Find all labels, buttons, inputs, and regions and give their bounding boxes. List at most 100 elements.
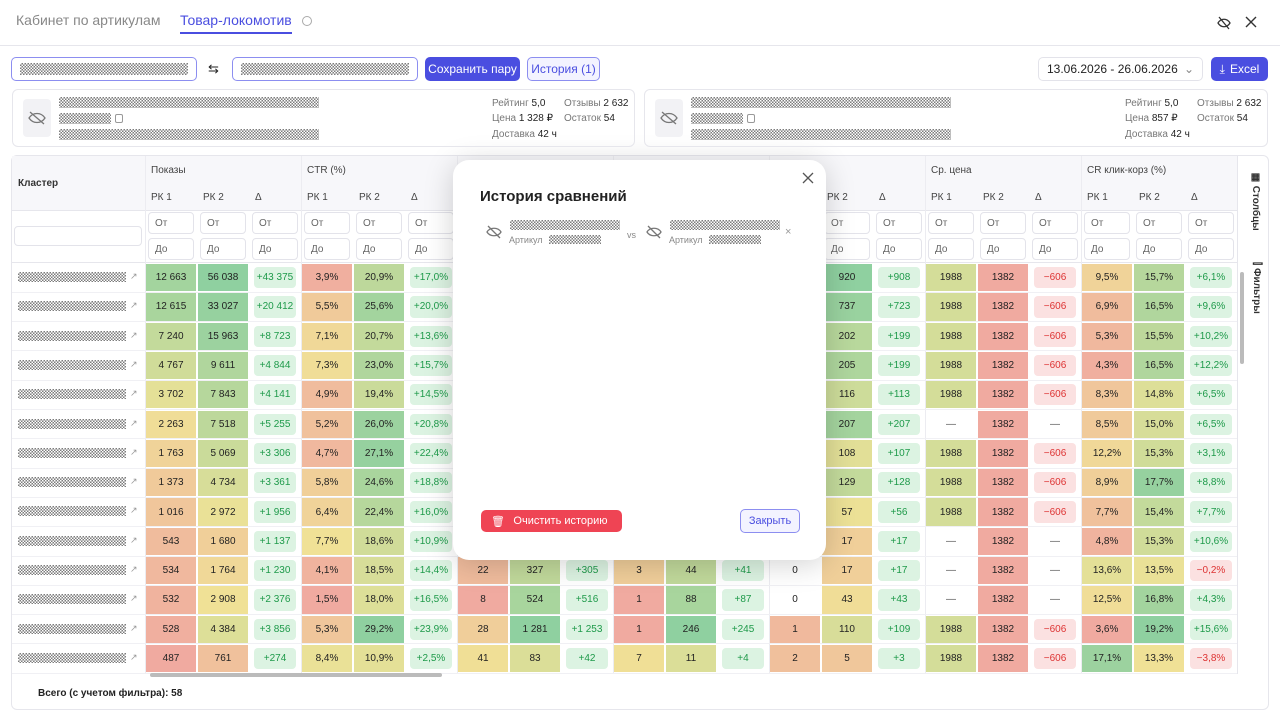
cell: —	[1050, 565, 1060, 577]
heat-cell: 1382	[978, 293, 1028, 321]
history-item[interactable]: Артикул vs Артикул ×	[485, 218, 795, 248]
heat-cell: 2 972	[198, 498, 248, 526]
heat-cell: 1382	[978, 410, 1028, 438]
delta-pill: −606	[1034, 384, 1076, 406]
heat-cell: 4,8%	[1082, 527, 1132, 555]
heat-cell: 41	[458, 644, 508, 673]
side-tab[interactable]: ▦ Столбцы	[1250, 172, 1261, 231]
group-header: Показы	[151, 165, 186, 176]
stat-label: Остаток	[1197, 113, 1234, 124]
heat-cell: 29,2%	[354, 615, 404, 643]
hide-icon[interactable]	[1216, 15, 1232, 31]
subheader: РК 1	[931, 192, 952, 203]
delta-pill: +6,1%	[1190, 267, 1232, 289]
trash-icon: 🗑	[491, 515, 505, 528]
delta-pill: +4	[722, 647, 764, 670]
heat-cell: 5,3%	[1082, 322, 1132, 350]
heat-cell: 17,7%	[1134, 469, 1184, 497]
delta-pill: +18,8%	[410, 472, 452, 494]
remove-icon[interactable]: ×	[785, 226, 792, 238]
cluster-name	[18, 565, 126, 575]
group-divider	[145, 156, 146, 674]
cluster-header: Кластер	[18, 178, 59, 189]
stat: Рейтинг 5,0	[1125, 98, 1178, 109]
close-icon[interactable]	[1245, 16, 1257, 28]
filter-from: От	[980, 212, 1026, 234]
delta-pill: +1 956	[254, 501, 296, 523]
close-button[interactable]: Закрыть	[740, 509, 800, 533]
delta-pill: +113	[878, 384, 920, 406]
heat-cell: 1382	[978, 498, 1028, 526]
heat-cell: 110	[822, 615, 872, 643]
delta-pill: +5 255	[254, 413, 296, 435]
group-divider	[301, 156, 302, 674]
heat-cell: 205	[822, 351, 872, 380]
stat-label: Отзывы	[1197, 98, 1234, 109]
cluster-name	[18, 447, 126, 458]
save-button[interactable]: Сохранить пару	[425, 57, 520, 81]
heat-cell: 1988	[926, 498, 976, 526]
delta-pill: +17	[878, 560, 920, 582]
cluster-name	[18, 506, 126, 517]
filter-from: От	[928, 212, 974, 234]
heat-cell: 1382	[978, 439, 1028, 468]
heat-cell: 202	[822, 322, 872, 350]
filter-from: От	[200, 212, 246, 234]
heat-cell: 12,5%	[1082, 586, 1132, 614]
delta-pill: −606	[1034, 472, 1076, 494]
article-input[interactable]	[232, 57, 418, 81]
delta-pill: +274	[254, 647, 296, 670]
stat-value: 42 ч	[537, 129, 557, 140]
delta-pill: +43 375	[254, 267, 296, 289]
delta-pill: +87	[722, 589, 764, 611]
subheader: Δ	[1191, 192, 1198, 203]
delta-pill: +1 230	[254, 560, 296, 582]
heat-cell: 3	[614, 557, 664, 585]
heat-cell: 737	[822, 293, 872, 321]
cluster-name	[18, 389, 126, 400]
heat-cell: 543	[146, 527, 196, 555]
heat-cell: 3 702	[146, 381, 196, 409]
heat-cell: 8	[458, 586, 508, 614]
tab[interactable]: Кабинет по артикулам	[16, 12, 161, 28]
open-icon: ↗	[130, 593, 138, 604]
heat-cell: 27,1%	[354, 439, 404, 468]
modal-close-icon[interactable]	[802, 172, 814, 184]
redacted	[59, 97, 319, 108]
delta-pill: −606	[1034, 618, 1076, 640]
heat-cell: 20,9%	[354, 264, 404, 292]
heat-cell: 15,0%	[1134, 410, 1184, 438]
eye-off-icon	[28, 111, 46, 125]
delta-pill: +10,6%	[1190, 530, 1232, 552]
cell: —	[1050, 535, 1060, 547]
delta-pill: +908	[878, 267, 920, 289]
row-line	[12, 643, 1237, 645]
heat-cell: 17	[822, 557, 872, 585]
heat-cell: 5	[822, 644, 872, 673]
heat-cell: 6,4%	[302, 498, 352, 526]
cell: —	[946, 418, 956, 430]
cluster-name	[18, 418, 126, 429]
product-card: Рейтинг 5,0 Отзывы 2 632 Цена 1 328 ₽ Остат…	[12, 89, 635, 147]
date-select[interactable]: 13.06.2026 - 26.06.2026 ⌄	[1038, 57, 1203, 81]
heat-cell: 7,3%	[302, 351, 352, 380]
delta-pill: −606	[1034, 501, 1076, 523]
subheader: Δ	[1035, 192, 1042, 203]
side-tab[interactable]: ⫿ Фильтры	[1251, 262, 1262, 314]
delta-pill: +207	[878, 413, 920, 435]
swap-icon[interactable]: ⇆	[208, 61, 219, 76]
v-scrollbar[interactable]	[1240, 272, 1244, 364]
vs: vs	[627, 230, 636, 240]
heat-cell: 1 016	[146, 498, 196, 526]
excel-button[interactable]: ⤓ Excel	[1211, 57, 1268, 81]
open-icon: ↗	[130, 505, 138, 516]
heat-cell: 0	[792, 565, 798, 577]
article-input[interactable]	[11, 57, 197, 81]
heat-cell: 16,8%	[1134, 586, 1184, 614]
clear-button[interactable]: 🗑 Очистить историю	[481, 510, 622, 532]
delta-pill: +1 253	[566, 618, 608, 640]
tab-active[interactable]: Товар-локомотив	[180, 12, 292, 34]
delta-pill: +17	[878, 530, 920, 552]
history-button[interactable]: История (1)	[527, 57, 600, 81]
h-scrollbar[interactable]	[150, 673, 442, 677]
